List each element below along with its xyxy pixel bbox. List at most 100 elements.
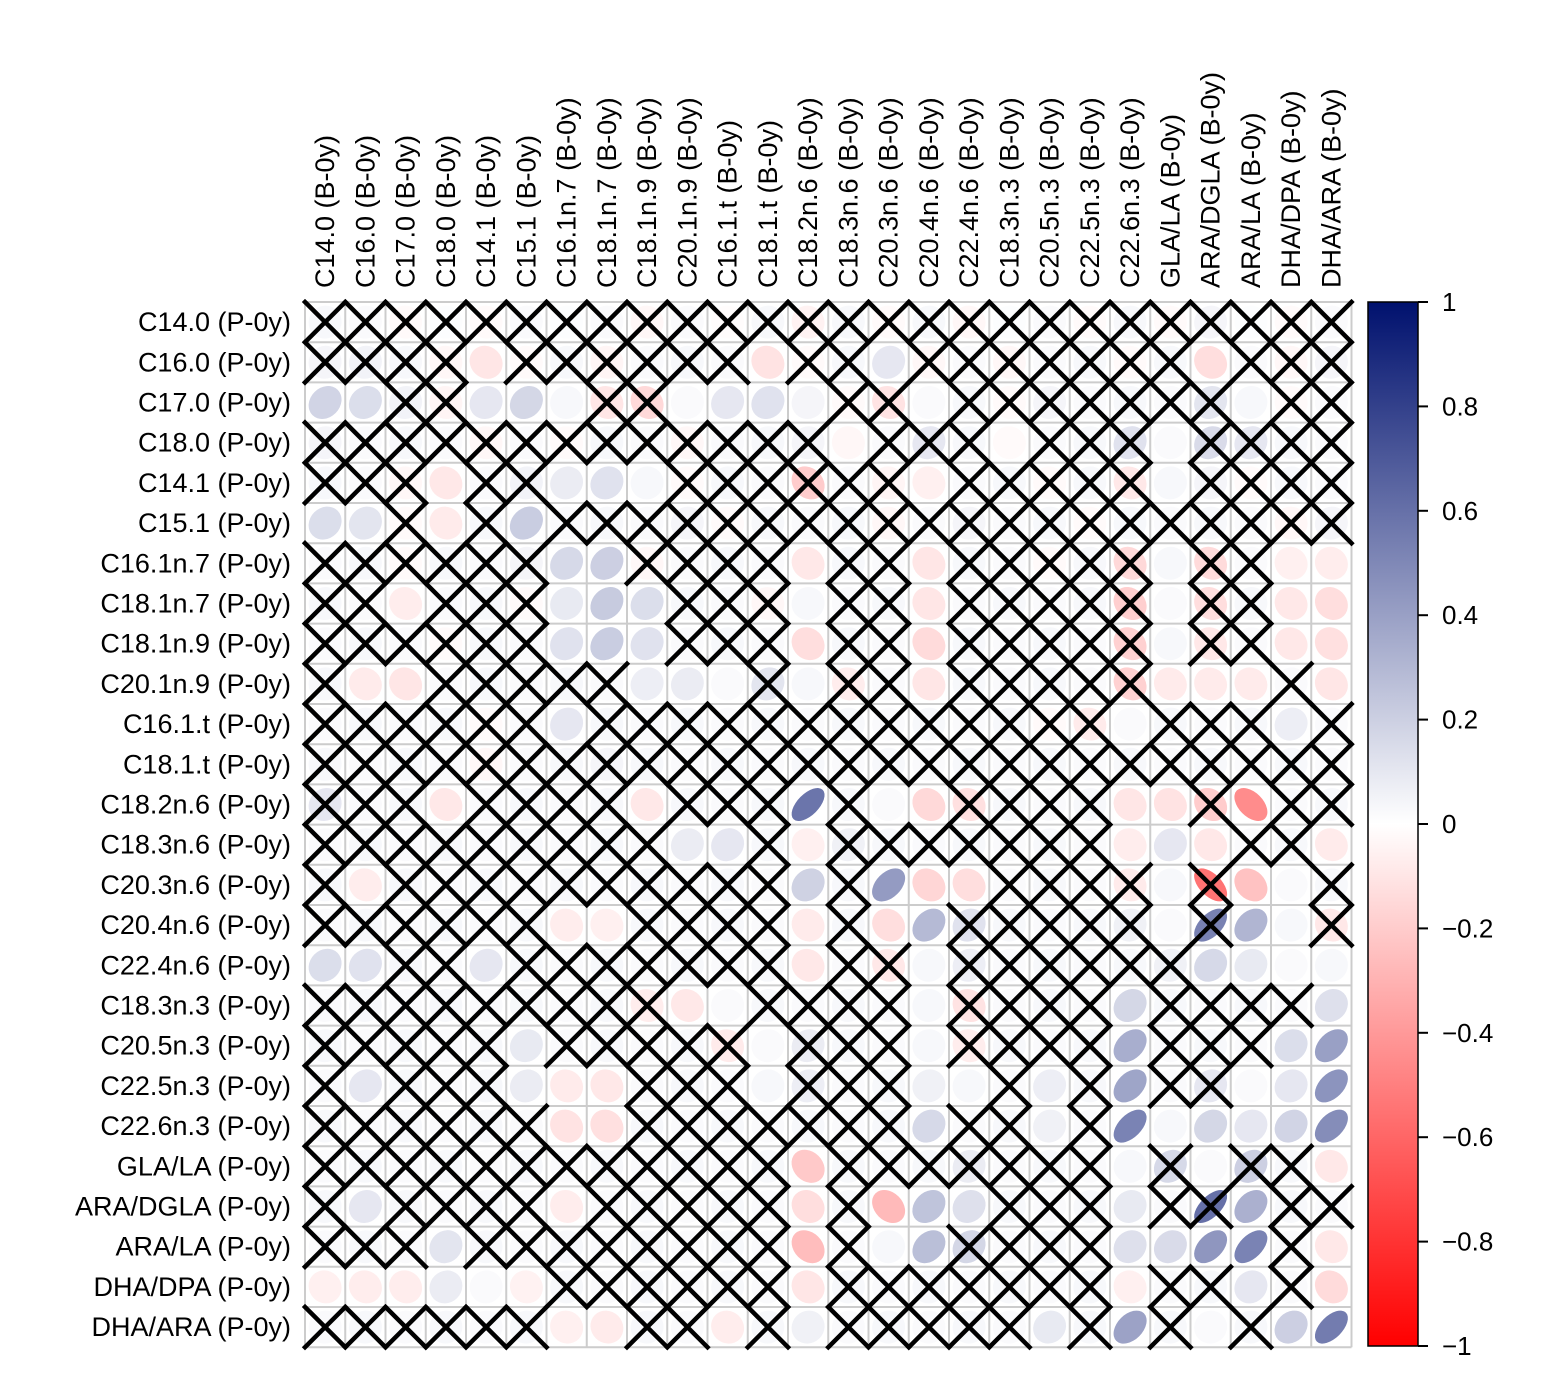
nonsignificant-cross <box>1066 1062 1114 1110</box>
column-label: C18.3n.3 (B-0y) <box>994 97 1024 288</box>
row-label: C18.1n.7 (P-0y) <box>100 589 291 619</box>
column-label: GLA/LA (B-0y) <box>1155 114 1185 288</box>
nonsignificant-cross <box>503 298 550 346</box>
nonsignificant-cross <box>1026 419 1073 466</box>
cell-ellipse <box>1274 587 1308 620</box>
column-label: C18.0 (B-0y) <box>431 135 461 288</box>
nonsignificant-cross <box>422 1102 470 1150</box>
nonsignificant-cross <box>986 660 1033 708</box>
nonsignificant-cross <box>744 580 792 627</box>
nonsignificant-cross <box>704 1183 751 1230</box>
nonsignificant-cross <box>1066 942 1114 989</box>
cell-ellipse <box>952 1069 986 1103</box>
column-label: ARA/LA (B-0y) <box>1236 112 1266 288</box>
nonsignificant-cross <box>623 1062 671 1110</box>
nonsignificant-cross <box>342 1303 389 1351</box>
cell-ellipse <box>711 667 745 701</box>
nonsignificant-cross <box>905 298 953 346</box>
nonsignificant-cross <box>301 580 349 627</box>
cell-ellipse <box>912 586 946 621</box>
nonsignificant-cross <box>342 700 389 748</box>
cell-ellipse <box>1194 1109 1228 1143</box>
cell-ellipse <box>550 707 584 741</box>
nonsignificant-cross <box>1066 781 1114 828</box>
nonsignificant-cross <box>664 1102 711 1150</box>
cell-ellipse <box>791 788 825 821</box>
nonsignificant-cross <box>784 982 832 1029</box>
nonsignificant-cross <box>1308 419 1355 466</box>
nonsignificant-cross <box>1308 1183 1355 1230</box>
nonsignificant-cross <box>945 942 993 989</box>
nonsignificant-cross <box>784 700 832 748</box>
nonsignificant-cross <box>664 781 711 828</box>
cell-ellipse <box>912 1230 946 1264</box>
nonsignificant-cross <box>342 298 389 346</box>
nonsignificant-cross <box>825 1263 872 1311</box>
nonsignificant-cross <box>1267 459 1315 507</box>
nonsignificant-cross <box>905 1303 953 1351</box>
nonsignificant-cross <box>1147 1263 1194 1311</box>
nonsignificant-cross <box>462 741 510 788</box>
nonsignificant-cross <box>543 499 590 547</box>
nonsignificant-cross <box>986 982 1033 1029</box>
nonsignificant-cross <box>382 1223 429 1270</box>
column-label: DHA/DPA (B-0y) <box>1276 90 1306 288</box>
nonsignificant-cross <box>301 459 349 507</box>
nonsignificant-cross <box>945 1102 993 1150</box>
nonsignificant-cross <box>422 821 470 868</box>
nonsignificant-cross <box>825 620 872 667</box>
cell-ellipse <box>590 1310 624 1344</box>
cell-ellipse <box>1274 707 1308 741</box>
cell-ellipse <box>791 1270 825 1304</box>
nonsignificant-cross <box>704 1263 751 1311</box>
row-label: C18.1.t (P-0y) <box>123 749 291 779</box>
cell-ellipse <box>1234 1190 1268 1223</box>
row-label: C18.0 (P-0y) <box>138 428 291 458</box>
cell-ellipse <box>1194 345 1228 379</box>
row-label: C18.3n.6 (P-0y) <box>100 830 291 860</box>
nonsignificant-cross <box>1026 821 1073 868</box>
cell-ellipse <box>590 1069 624 1103</box>
cell-ellipse <box>791 627 825 661</box>
nonsignificant-cross <box>301 620 349 667</box>
nonsignificant-cross <box>704 901 751 949</box>
nonsignificant-cross <box>825 1223 872 1270</box>
nonsignificant-cross <box>543 1022 590 1069</box>
nonsignificant-cross <box>1066 741 1114 788</box>
cell-ellipse <box>1153 787 1187 822</box>
nonsignificant-cross <box>422 379 470 426</box>
nonsignificant-cross <box>1066 419 1114 466</box>
nonsignificant-cross <box>503 821 550 868</box>
nonsignificant-cross <box>865 298 912 346</box>
nonsignificant-cross <box>744 1223 792 1270</box>
nonsignificant-cross <box>342 1022 389 1069</box>
row-label: GLA/LA (P-0y) <box>117 1151 291 1181</box>
nonsignificant-cross <box>583 1263 631 1311</box>
nonsignificant-cross <box>865 1303 912 1351</box>
nonsignificant-cross <box>1026 901 1073 949</box>
cell-ellipse <box>751 1069 785 1103</box>
nonsignificant-cross <box>1187 1022 1234 1069</box>
nonsignificant-cross <box>1227 982 1275 1029</box>
nonsignificant-cross <box>1308 499 1355 547</box>
nonsignificant-cross <box>664 861 711 909</box>
nonsignificant-cross <box>825 459 872 507</box>
nonsignificant-cross <box>784 1062 832 1110</box>
nonsignificant-cross <box>462 1102 510 1150</box>
nonsignificant-cross <box>583 1022 631 1069</box>
nonsignificant-cross <box>1106 499 1154 547</box>
nonsignificant-cross <box>342 459 389 507</box>
nonsignificant-cross <box>825 1102 872 1150</box>
nonsignificant-cross <box>1026 700 1073 748</box>
nonsignificant-cross <box>623 1263 671 1311</box>
nonsignificant-cross <box>986 1263 1033 1311</box>
cell-ellipse <box>751 1029 785 1063</box>
nonsignificant-cross <box>905 419 953 466</box>
nonsignificant-cross <box>623 741 671 788</box>
nonsignificant-cross <box>1147 1062 1194 1110</box>
nonsignificant-cross <box>422 580 470 627</box>
nonsignificant-cross <box>1227 1022 1275 1069</box>
cell-ellipse <box>912 1029 946 1063</box>
nonsignificant-cross <box>503 1143 550 1190</box>
